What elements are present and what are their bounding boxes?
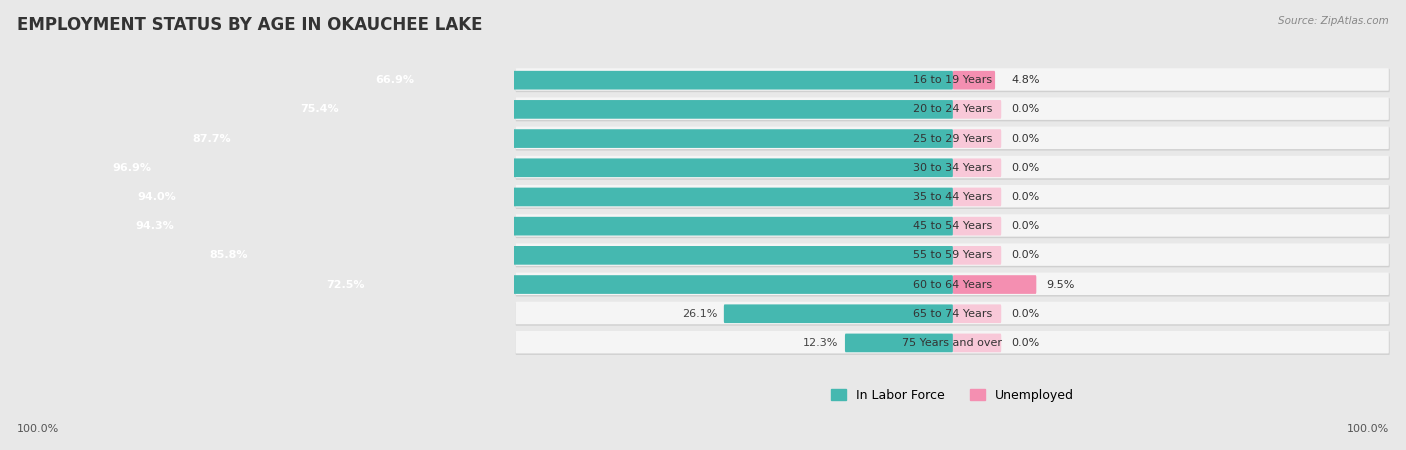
FancyBboxPatch shape xyxy=(516,332,1389,355)
FancyBboxPatch shape xyxy=(516,156,1389,178)
Text: 0.0%: 0.0% xyxy=(1011,338,1039,348)
FancyBboxPatch shape xyxy=(953,217,1001,235)
FancyBboxPatch shape xyxy=(516,185,1389,209)
FancyBboxPatch shape xyxy=(516,243,1389,266)
Text: 0.0%: 0.0% xyxy=(1011,309,1039,319)
FancyBboxPatch shape xyxy=(845,333,953,352)
Text: 26.1%: 26.1% xyxy=(682,309,717,319)
FancyBboxPatch shape xyxy=(200,246,953,265)
Text: 100.0%: 100.0% xyxy=(1347,424,1389,434)
FancyBboxPatch shape xyxy=(516,215,1389,238)
Text: 0.0%: 0.0% xyxy=(1011,163,1039,173)
FancyBboxPatch shape xyxy=(125,217,953,235)
Text: 35 to 44 Years: 35 to 44 Years xyxy=(912,192,991,202)
FancyBboxPatch shape xyxy=(953,129,1001,148)
Text: 94.3%: 94.3% xyxy=(135,221,173,231)
Text: EMPLOYMENT STATUS BY AGE IN OKAUCHEE LAKE: EMPLOYMENT STATUS BY AGE IN OKAUCHEE LAK… xyxy=(17,16,482,34)
FancyBboxPatch shape xyxy=(953,158,1001,177)
Text: 72.5%: 72.5% xyxy=(326,279,364,289)
Text: 20 to 24 Years: 20 to 24 Years xyxy=(912,104,993,114)
FancyBboxPatch shape xyxy=(516,273,1389,297)
FancyBboxPatch shape xyxy=(516,244,1389,267)
Text: 94.0%: 94.0% xyxy=(138,192,176,202)
Text: 96.9%: 96.9% xyxy=(112,163,150,173)
Text: 0.0%: 0.0% xyxy=(1011,250,1039,261)
Text: 30 to 34 Years: 30 to 34 Years xyxy=(912,163,991,173)
Text: 4.8%: 4.8% xyxy=(1011,75,1039,85)
Text: 25 to 29 Years: 25 to 29 Years xyxy=(912,134,993,144)
Text: 0.0%: 0.0% xyxy=(1011,221,1039,231)
FancyBboxPatch shape xyxy=(366,71,953,90)
FancyBboxPatch shape xyxy=(516,97,1389,120)
FancyBboxPatch shape xyxy=(291,100,953,119)
FancyBboxPatch shape xyxy=(516,302,1389,324)
FancyBboxPatch shape xyxy=(953,188,1001,206)
FancyBboxPatch shape xyxy=(516,273,1389,295)
Text: 66.9%: 66.9% xyxy=(375,75,415,85)
Text: 75.4%: 75.4% xyxy=(301,104,339,114)
FancyBboxPatch shape xyxy=(953,333,1001,352)
Text: 100.0%: 100.0% xyxy=(17,424,59,434)
FancyBboxPatch shape xyxy=(516,127,1389,151)
Text: 75 Years and over: 75 Years and over xyxy=(903,338,1002,348)
FancyBboxPatch shape xyxy=(516,214,1389,237)
Text: 85.8%: 85.8% xyxy=(209,250,247,261)
Text: 12.3%: 12.3% xyxy=(803,338,838,348)
FancyBboxPatch shape xyxy=(516,69,1389,92)
Text: 0.0%: 0.0% xyxy=(1011,104,1039,114)
FancyBboxPatch shape xyxy=(953,304,1001,323)
Legend: In Labor Force, Unemployed: In Labor Force, Unemployed xyxy=(831,389,1074,402)
Text: 0.0%: 0.0% xyxy=(1011,134,1039,144)
FancyBboxPatch shape xyxy=(103,158,953,177)
FancyBboxPatch shape xyxy=(724,304,953,323)
FancyBboxPatch shape xyxy=(953,275,1036,294)
FancyBboxPatch shape xyxy=(183,129,953,148)
Text: 55 to 59 Years: 55 to 59 Years xyxy=(912,250,991,261)
FancyBboxPatch shape xyxy=(953,100,1001,119)
Text: 45 to 54 Years: 45 to 54 Years xyxy=(912,221,991,231)
FancyBboxPatch shape xyxy=(316,275,953,294)
Text: 0.0%: 0.0% xyxy=(1011,192,1039,202)
FancyBboxPatch shape xyxy=(516,331,1389,353)
Text: 87.7%: 87.7% xyxy=(193,134,232,144)
FancyBboxPatch shape xyxy=(516,157,1389,180)
FancyBboxPatch shape xyxy=(953,71,995,90)
FancyBboxPatch shape xyxy=(516,98,1389,122)
FancyBboxPatch shape xyxy=(516,185,1389,207)
Text: 9.5%: 9.5% xyxy=(1046,279,1074,289)
FancyBboxPatch shape xyxy=(953,246,1001,265)
Text: Source: ZipAtlas.com: Source: ZipAtlas.com xyxy=(1278,16,1389,26)
FancyBboxPatch shape xyxy=(516,68,1389,91)
FancyBboxPatch shape xyxy=(516,126,1389,149)
Text: 16 to 19 Years: 16 to 19 Years xyxy=(912,75,991,85)
FancyBboxPatch shape xyxy=(516,302,1389,326)
FancyBboxPatch shape xyxy=(128,188,953,206)
Text: 65 to 74 Years: 65 to 74 Years xyxy=(912,309,991,319)
Text: 60 to 64 Years: 60 to 64 Years xyxy=(912,279,991,289)
